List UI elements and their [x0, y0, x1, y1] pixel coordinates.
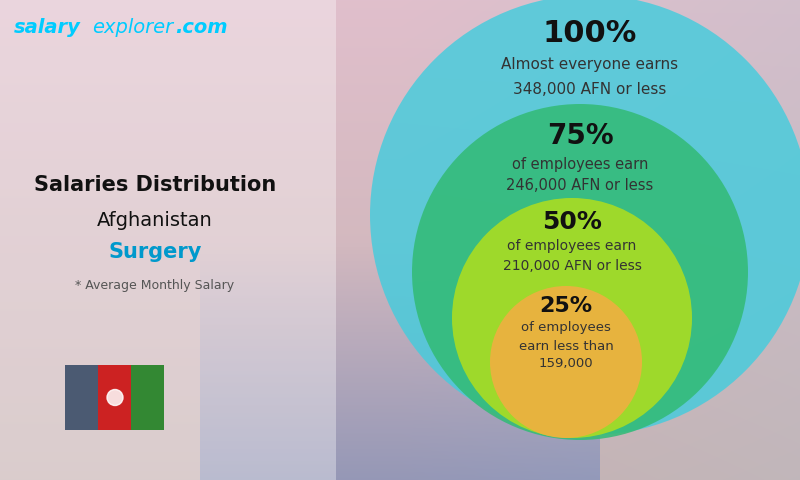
Text: salary: salary	[14, 18, 81, 37]
Text: explorer: explorer	[92, 18, 173, 37]
Text: Afghanistan: Afghanistan	[97, 211, 213, 229]
Bar	[131, 365, 164, 430]
Text: 159,000: 159,000	[538, 357, 594, 370]
Circle shape	[412, 104, 748, 440]
Bar	[0, 0, 336, 480]
Text: 210,000 AFN or less: 210,000 AFN or less	[502, 259, 642, 273]
Bar	[98, 365, 131, 430]
Text: 75%: 75%	[546, 122, 614, 150]
Text: of employees earn: of employees earn	[507, 239, 637, 253]
Text: of employees: of employees	[521, 322, 611, 335]
Text: 50%: 50%	[542, 210, 602, 234]
Text: Salaries Distribution: Salaries Distribution	[34, 175, 276, 195]
Text: Almost everyone earns: Almost everyone earns	[502, 58, 678, 72]
Circle shape	[490, 286, 642, 438]
Text: 100%: 100%	[543, 19, 637, 48]
Circle shape	[107, 389, 123, 406]
Circle shape	[452, 198, 692, 438]
Text: .com: .com	[175, 18, 228, 37]
Bar	[65, 365, 98, 430]
Text: 25%: 25%	[539, 296, 593, 316]
Text: earn less than: earn less than	[518, 339, 614, 352]
Circle shape	[370, 0, 800, 435]
Text: * Average Monthly Salary: * Average Monthly Salary	[75, 278, 234, 291]
Text: of employees earn: of employees earn	[512, 156, 648, 171]
Text: 246,000 AFN or less: 246,000 AFN or less	[506, 179, 654, 193]
Text: Surgery: Surgery	[108, 242, 202, 262]
Text: 348,000 AFN or less: 348,000 AFN or less	[514, 82, 666, 96]
